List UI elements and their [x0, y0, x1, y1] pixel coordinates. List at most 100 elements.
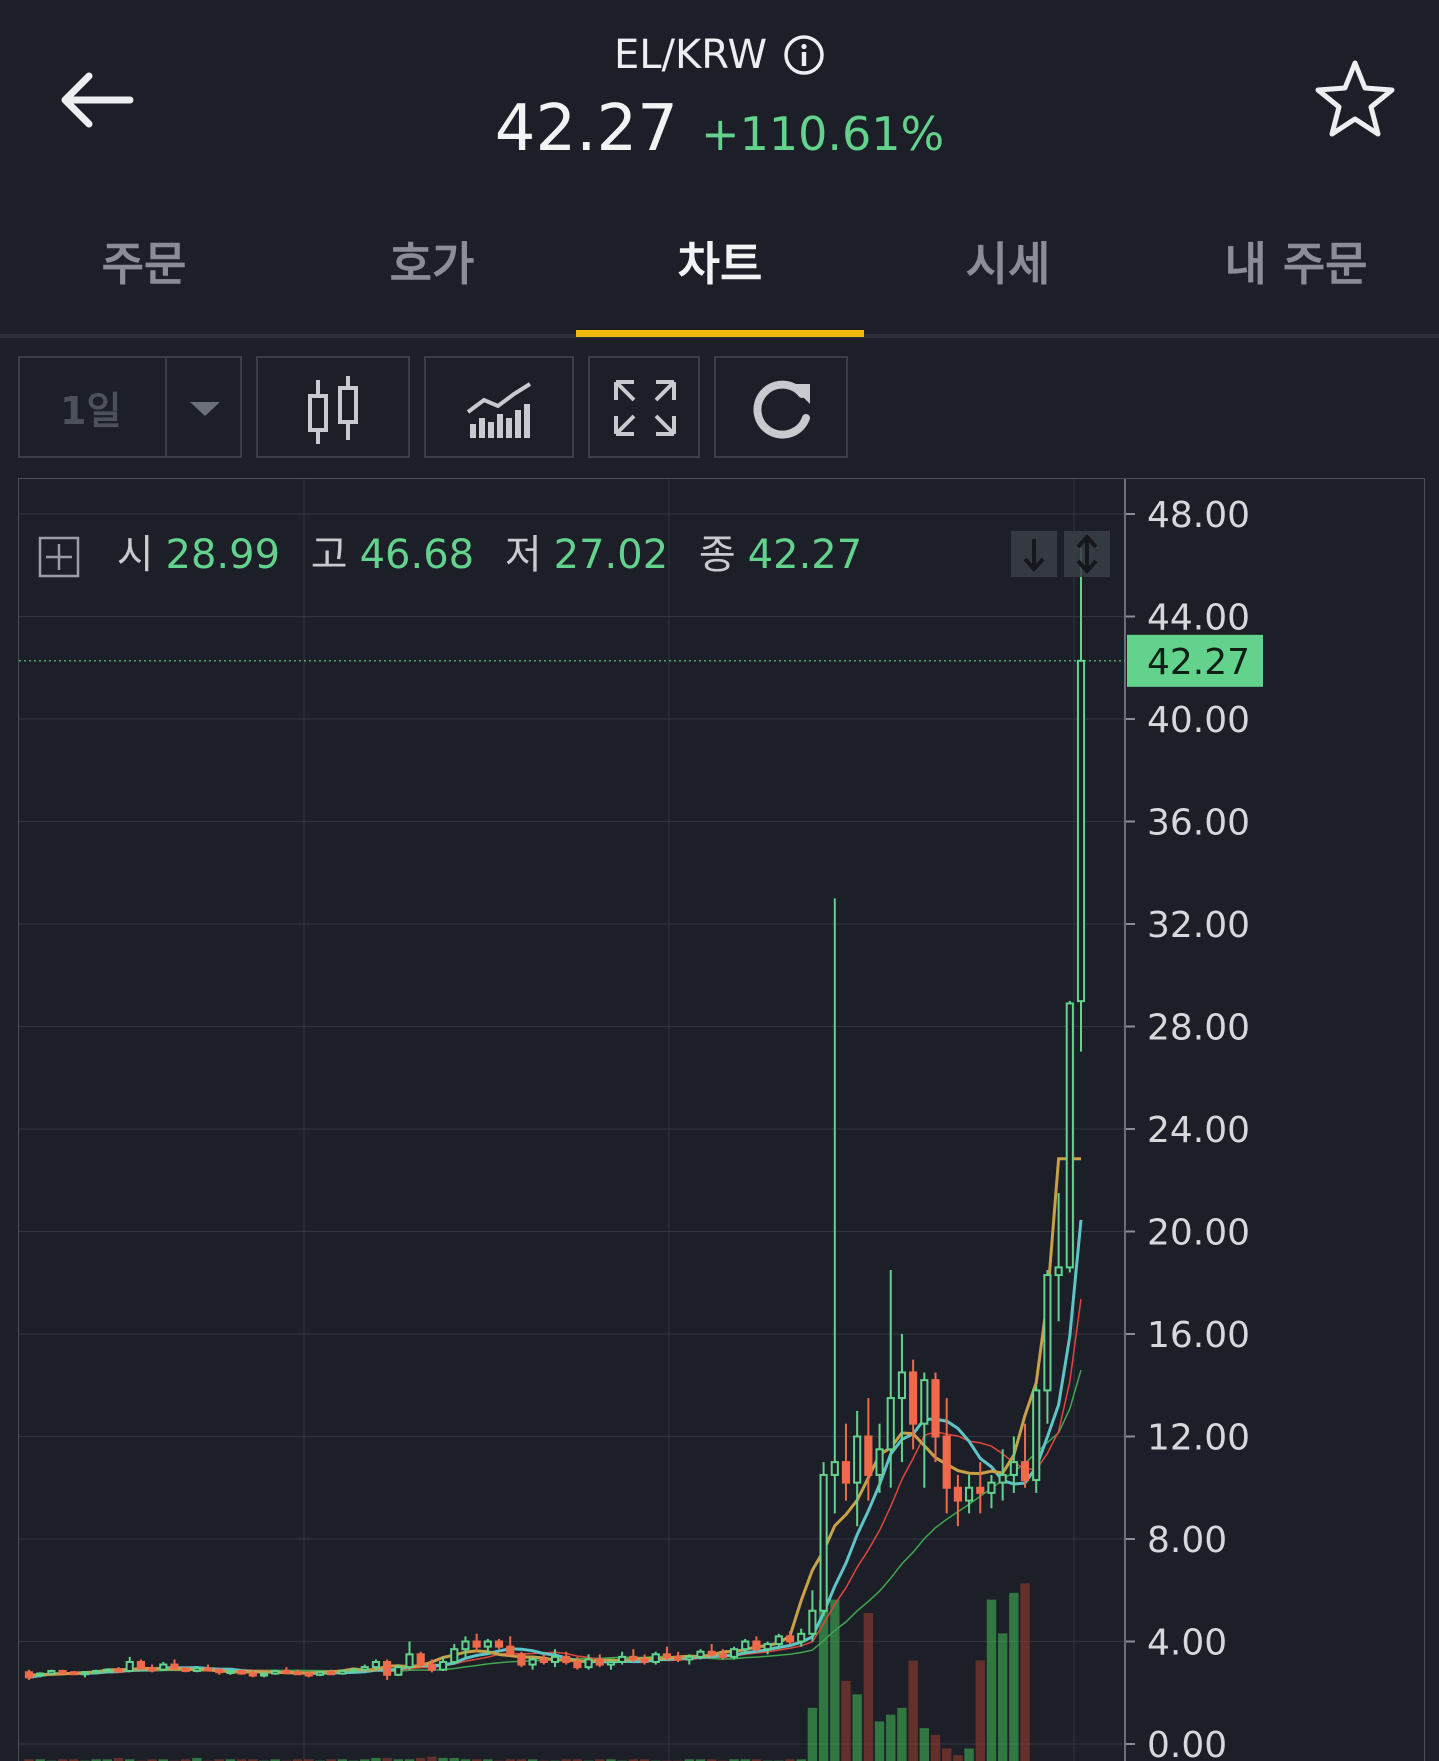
candle-body: [259, 1672, 269, 1677]
volume-bar: [572, 1759, 583, 1761]
candle-body: [987, 1481, 996, 1494]
candle-body: [550, 1655, 560, 1663]
volume-bar: [393, 1759, 404, 1761]
interval-select[interactable]: 1일: [18, 356, 242, 458]
candle-body: [282, 1669, 291, 1674]
volume-bar: [214, 1759, 224, 1761]
volume-bar: [561, 1759, 571, 1761]
y-tick-label: 48.00: [1147, 495, 1250, 536]
candle-body: [69, 1671, 78, 1676]
candle-body: [349, 1668, 358, 1673]
candle-body: [920, 1379, 929, 1425]
price-change: +110.61%: [701, 107, 945, 161]
info-icon[interactable]: [783, 34, 825, 76]
candlestick-chart[interactable]: 48.00 44.00 40.00 36.00 32.00 28.00 24.00 20.00…: [19, 479, 1425, 1761]
candle-body: [819, 1473, 828, 1612]
y-tick-label: 40.00: [1147, 700, 1250, 741]
tab-bar: 주문 호가 차트 시세 내 주문: [0, 205, 1439, 335]
volume-bar: [24, 1759, 34, 1761]
volume-bar: [460, 1759, 471, 1761]
candle-body: [103, 1668, 112, 1673]
candle-body: [405, 1653, 414, 1669]
volume-bar: [236, 1759, 247, 1761]
candle-body: [595, 1658, 604, 1666]
volume-bar: [975, 1660, 985, 1761]
volume-bar: [818, 1599, 829, 1761]
volume-bar: [292, 1759, 303, 1761]
candle-body: [192, 1667, 201, 1672]
candle-body: [718, 1653, 727, 1658]
close-value: 42.27: [747, 532, 863, 578]
candle-body: [853, 1435, 862, 1484]
candle-body: [360, 1666, 369, 1671]
candle-body: [562, 1655, 571, 1663]
volume-bar: [639, 1759, 650, 1761]
candle-body: [629, 1655, 638, 1661]
tab-my-orders[interactable]: 내 주문: [1224, 237, 1368, 291]
candle-body: [181, 1667, 190, 1672]
star-icon[interactable]: [1310, 55, 1400, 145]
candle-body: [159, 1663, 168, 1671]
volume-bar: [997, 1633, 1008, 1761]
candle-body: [685, 1655, 694, 1661]
candle-body: [696, 1650, 705, 1658]
tab-orderbook[interactable]: 호가: [389, 237, 475, 291]
candle-body: [674, 1655, 683, 1661]
fullscreen-button[interactable]: [588, 356, 700, 458]
candle-body: [1009, 1461, 1018, 1476]
low-label: 저: [504, 532, 542, 578]
chart-type-button[interactable]: [256, 356, 410, 458]
volume-bar: [471, 1759, 482, 1761]
candle-body: [416, 1653, 425, 1666]
candle-body: [1076, 659, 1086, 1003]
indicator-button[interactable]: [424, 356, 574, 458]
price-chart[interactable]: 48.00 44.00 40.00 36.00 32.00 28.00 24.00 20.00…: [18, 478, 1425, 1761]
candle-body: [226, 1669, 235, 1674]
last-price-label: 42.27: [1147, 642, 1250, 683]
volume-bar: [483, 1759, 493, 1761]
volume-bar: [102, 1759, 113, 1761]
candle-body: [293, 1671, 302, 1676]
volume-bar: [35, 1759, 45, 1761]
refresh-icon: [753, 380, 810, 439]
candle-body: [450, 1648, 459, 1663]
tab-market-price[interactable]: 시세: [965, 237, 1051, 291]
volume-bar: [785, 1759, 795, 1761]
volume-bar: [830, 1599, 840, 1761]
volume-bar: [628, 1759, 639, 1761]
candle-body: [998, 1473, 1007, 1484]
high-value: 46.68: [359, 532, 475, 578]
current-price: 42.27: [494, 92, 678, 166]
candle-body: [864, 1435, 873, 1476]
candle-body: [371, 1661, 381, 1669]
candle-body: [517, 1653, 526, 1666]
candle-body: [741, 1640, 750, 1651]
volume-bar: [158, 1759, 168, 1761]
volume-bar: [919, 1728, 930, 1761]
candle-body: [58, 1669, 67, 1674]
y-tick-label: 24.00: [1147, 1110, 1250, 1151]
refresh-button[interactable]: [714, 356, 848, 458]
candle-body: [875, 1448, 884, 1476]
volume-bars: [24, 1583, 1030, 1761]
candle-body: [1065, 1002, 1074, 1269]
volume-bar: [180, 1759, 191, 1761]
ma-short-line: [28, 1298, 1082, 1679]
volume-bar: [449, 1757, 459, 1761]
open-label: 시: [116, 532, 154, 578]
candle-body: [338, 1669, 347, 1675]
candle-body: [271, 1669, 280, 1675]
last-price-tag: [1127, 634, 1263, 687]
candle-body: [1020, 1461, 1030, 1482]
candle-body: [494, 1640, 504, 1648]
tab-order[interactable]: 주문: [101, 237, 187, 291]
volume-bar: [852, 1694, 862, 1761]
expand-legend-icon[interactable]: [38, 536, 80, 578]
back-arrow-icon[interactable]: [55, 60, 145, 140]
volume-bar: [304, 1759, 314, 1761]
low-value: 27.02: [553, 532, 669, 578]
tab-chart[interactable]: 차트: [677, 237, 763, 291]
volume-bar: [595, 1759, 605, 1761]
chevron-down-icon[interactable]: [20, 358, 244, 456]
volume-bar: [1020, 1583, 1030, 1761]
